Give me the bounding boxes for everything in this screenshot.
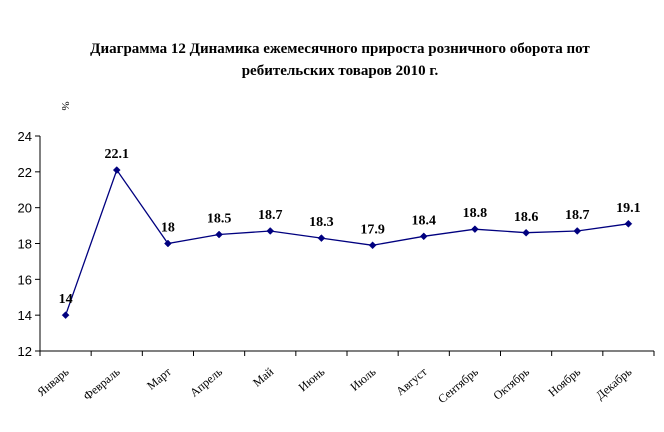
y-tick-label: 20 bbox=[18, 201, 32, 216]
data-point-marker bbox=[317, 234, 326, 242]
series-line bbox=[64, 168, 629, 316]
chart-title-line-2: ребительских товаров 2010 г. bbox=[241, 63, 439, 79]
data-label: 17.9 bbox=[360, 222, 385, 237]
data-point-marker bbox=[573, 227, 582, 235]
y-tick-label: 24 bbox=[18, 129, 32, 144]
data-points bbox=[61, 166, 633, 320]
data-label: 18.8 bbox=[463, 206, 488, 221]
data-label: 18.7 bbox=[258, 208, 283, 223]
data-point-marker bbox=[419, 232, 428, 241]
data-point-marker bbox=[112, 166, 121, 174]
y-tick-label: 22 bbox=[18, 165, 32, 180]
data-point-marker bbox=[61, 311, 70, 320]
chart-axes bbox=[39, 136, 654, 352]
category-label: Июнь bbox=[296, 364, 328, 394]
chart-title: Диаграмма 12 Динамика ежемесячного приро… bbox=[40, 38, 640, 82]
data-point-marker bbox=[266, 227, 275, 235]
y-axis-unit-label: % bbox=[59, 101, 71, 110]
category-label: Январь bbox=[34, 364, 72, 399]
data-label: 18.7 bbox=[565, 208, 590, 223]
category-label: Май bbox=[250, 364, 277, 390]
category-label: Апрель bbox=[187, 364, 225, 399]
category-label: Февраль bbox=[80, 364, 123, 403]
category-label: Ноябрь bbox=[545, 364, 583, 399]
data-label: 18 bbox=[161, 221, 175, 236]
data-point-marker bbox=[471, 225, 479, 234]
y-tick-label: 12 bbox=[18, 344, 32, 359]
data-label: 18.6 bbox=[514, 210, 539, 225]
data-label: 18.3 bbox=[309, 215, 334, 230]
y-axis-ticks: 12 14 16 18 20 22 24 bbox=[18, 129, 40, 359]
data-labels: 14 22.1 18 18.5 18.7 18.3 17.9 18.4 18.8 18.6 18.7… bbox=[59, 147, 641, 307]
y-tick-label: 14 bbox=[18, 308, 32, 323]
y-tick-label: 16 bbox=[18, 272, 32, 287]
data-point-marker bbox=[624, 219, 633, 228]
category-label: Декабрь bbox=[593, 364, 635, 402]
data-label: 18.5 bbox=[207, 212, 232, 227]
data-label: 22.1 bbox=[105, 147, 130, 162]
category-label: Август bbox=[393, 364, 430, 398]
data-label: 19.1 bbox=[616, 201, 641, 216]
data-point-marker bbox=[522, 228, 530, 237]
y-tick-label: 18 bbox=[18, 237, 32, 252]
category-label: Март bbox=[144, 364, 174, 393]
data-label: 18.4 bbox=[412, 213, 437, 228]
category-labels: Январь Февраль Март Апрель Май Июнь Июль Август… bbox=[34, 364, 634, 406]
data-label: 14 bbox=[59, 292, 73, 307]
x-axis-ticks bbox=[39, 351, 655, 356]
data-point-marker bbox=[215, 230, 223, 239]
chart-title-line-1: Диаграмма 12 Динамика ежемесячного приро… bbox=[90, 41, 590, 57]
data-point-marker bbox=[368, 241, 377, 250]
data-point-marker bbox=[164, 239, 172, 248]
category-label: Сентябрь bbox=[435, 364, 481, 406]
category-label: Октябрь bbox=[490, 364, 532, 402]
category-label: Июль bbox=[347, 364, 378, 394]
